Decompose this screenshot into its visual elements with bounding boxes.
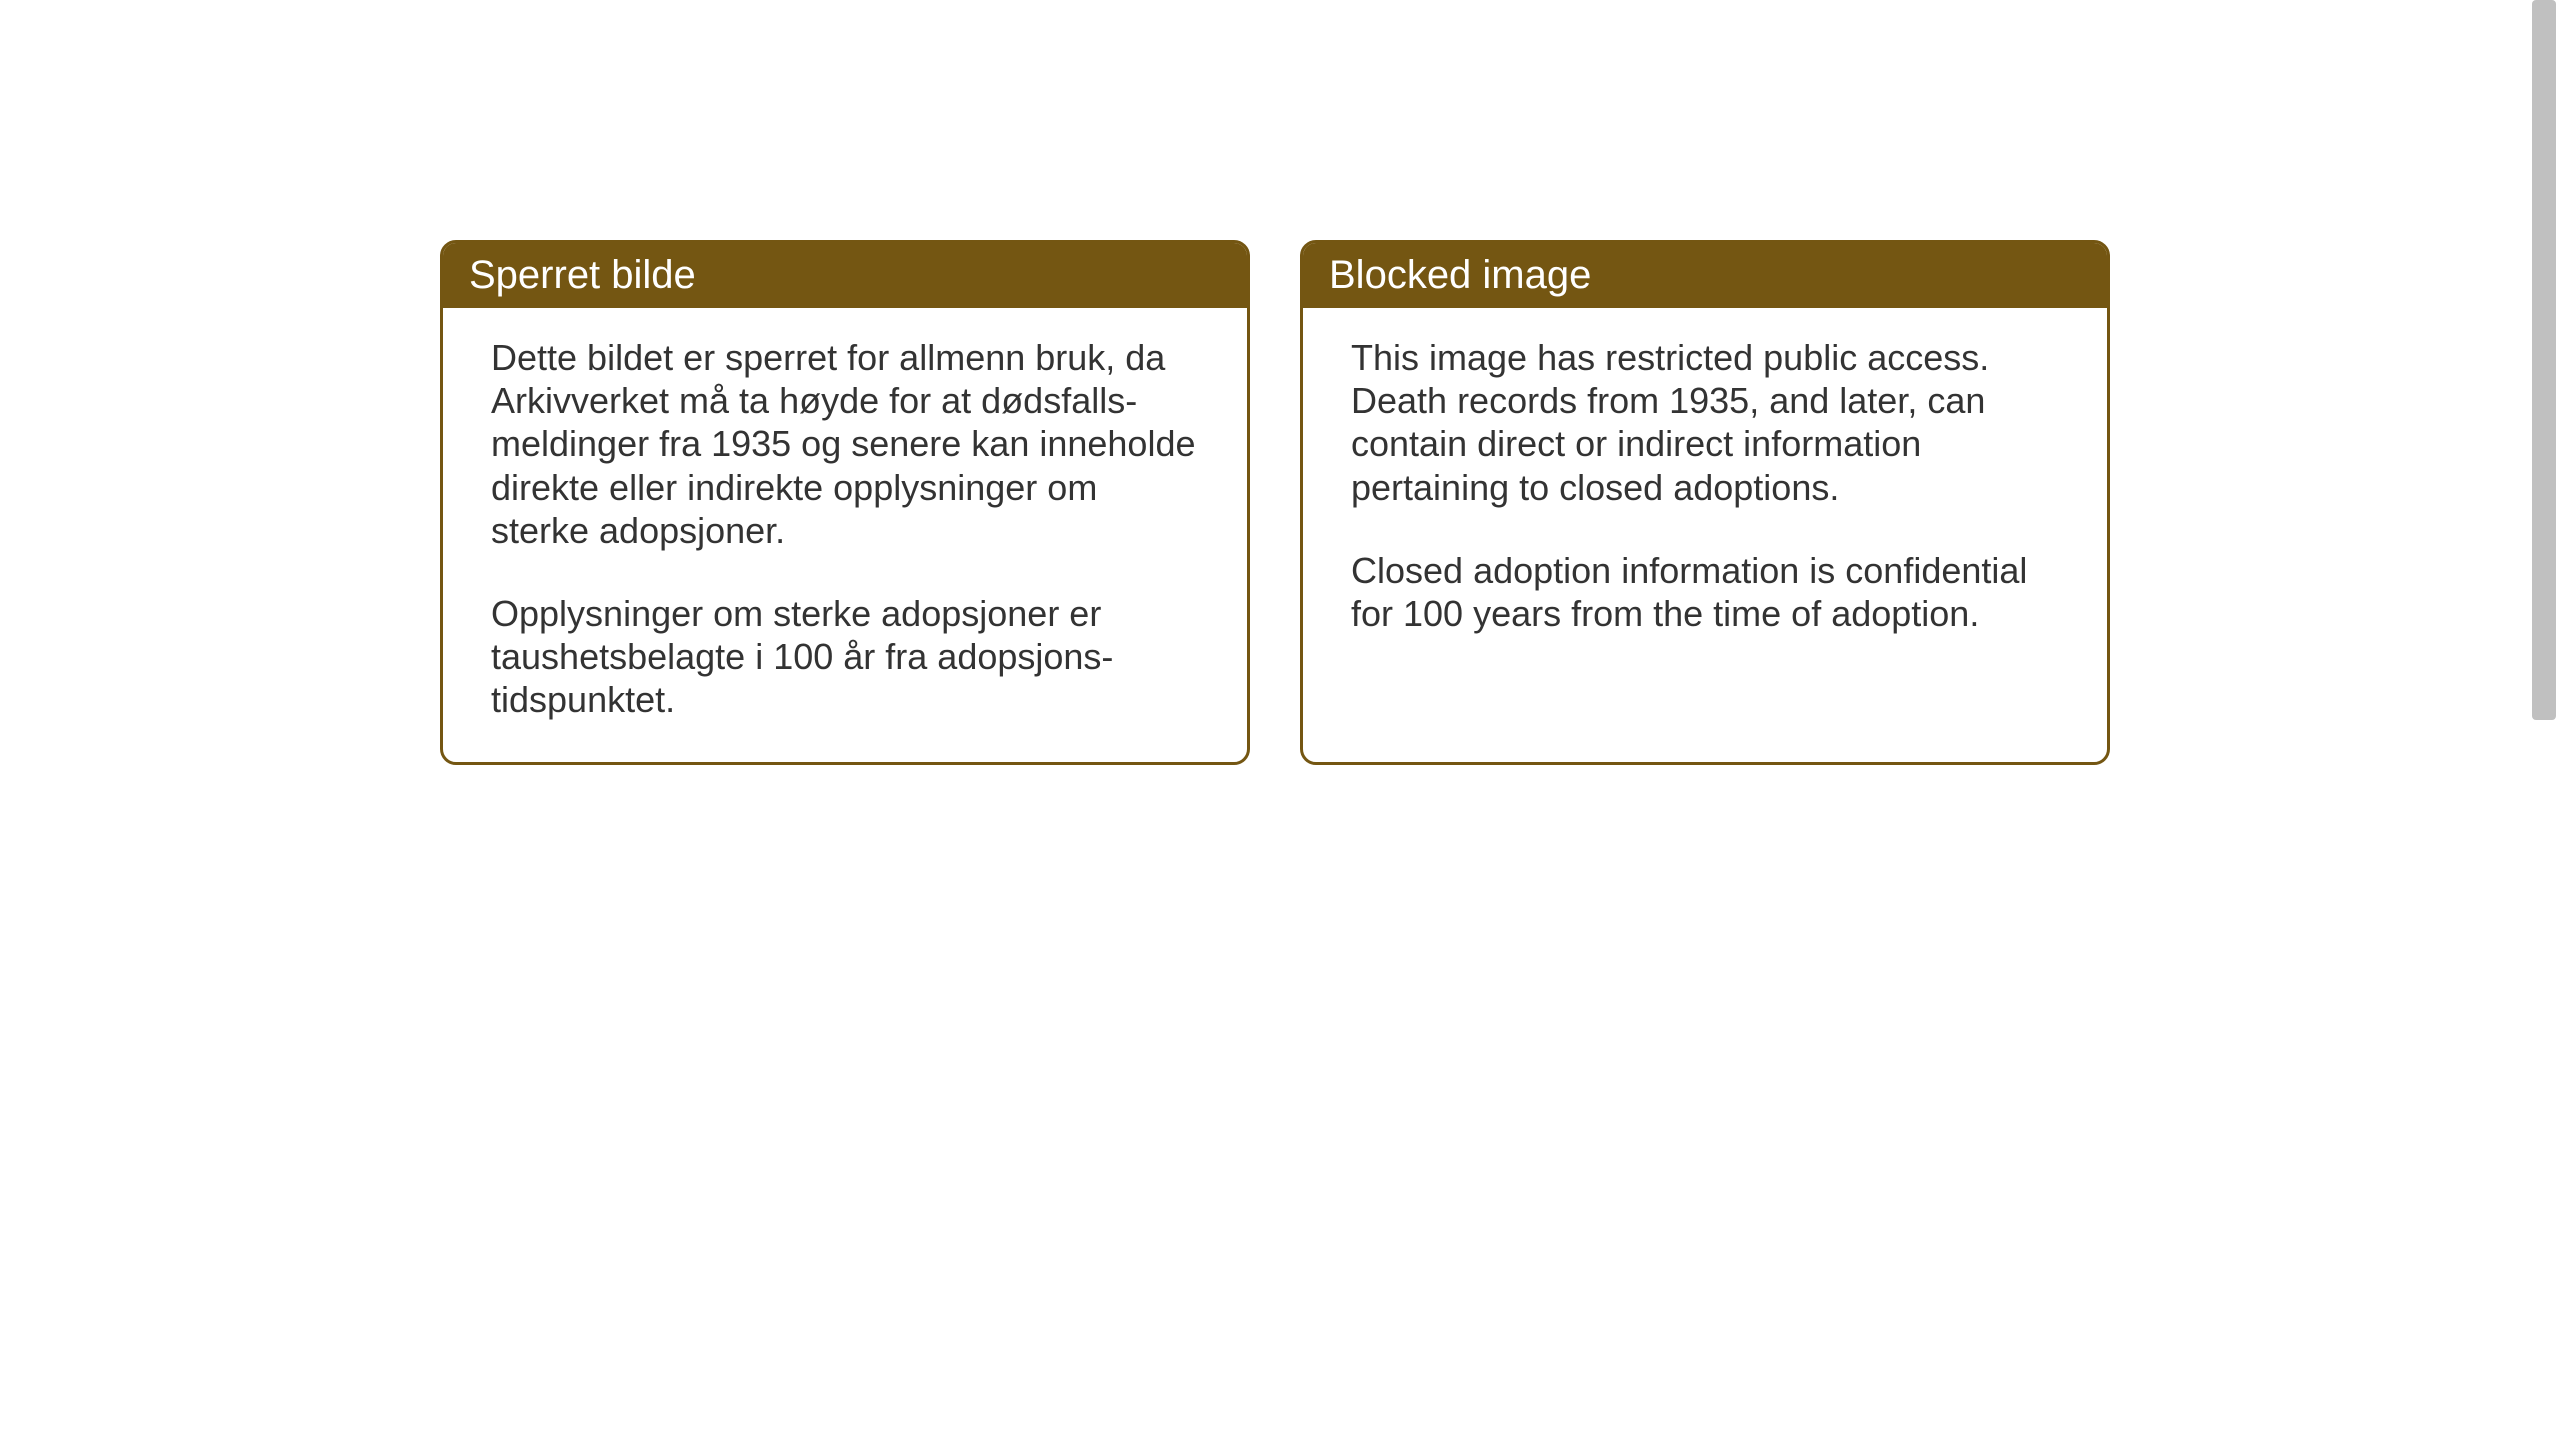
notice-cards-container: Sperret bilde Dette bildet er sperret fo… [440,240,2110,765]
scrollbar-track[interactable] [2528,0,2560,1440]
norwegian-notice-card: Sperret bilde Dette bildet er sperret fo… [440,240,1250,765]
english-card-body: This image has restricted public access.… [1303,308,2107,675]
norwegian-card-title: Sperret bilde [443,243,1247,308]
norwegian-paragraph-2: Opplysninger om sterke adopsjoner er tau… [491,592,1199,722]
scrollbar-thumb[interactable] [2532,0,2556,720]
norwegian-paragraph-1: Dette bildet er sperret for allmenn bruk… [491,336,1199,552]
english-notice-card: Blocked image This image has restricted … [1300,240,2110,765]
norwegian-card-body: Dette bildet er sperret for allmenn bruk… [443,308,1247,762]
english-card-title: Blocked image [1303,243,2107,308]
english-paragraph-2: Closed adoption information is confident… [1351,549,2059,635]
english-paragraph-1: This image has restricted public access.… [1351,336,2059,509]
